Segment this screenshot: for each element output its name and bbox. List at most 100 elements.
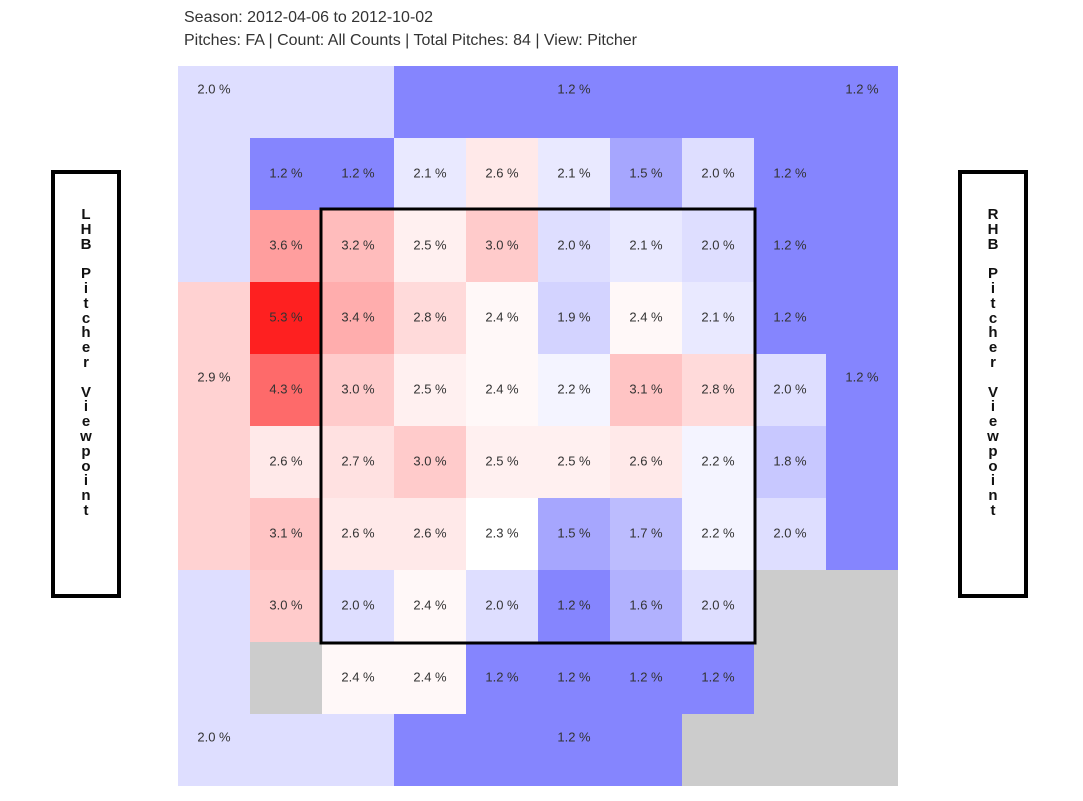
heatmap-value-r3-c1: 5.3 % [269,309,303,324]
heatmap-cell-r4-c3 [394,354,466,426]
heatmap-cell-r7-c6 [610,570,682,642]
heatmap-cell-r3-c5 [538,282,610,354]
outer-value-bottom-center: 1.2 % [557,729,591,744]
heatmap-value-r3-c5: 1.9 % [557,309,591,324]
heatmap-cell-r3-c6 [610,282,682,354]
heatmap-cell-r7-c4 [466,570,538,642]
heatmap-cell-r2-c6 [610,210,682,282]
heatmap-value-r7-c2: 2.0 % [341,597,375,612]
heatmap-value-r3-c6: 2.4 % [629,309,663,324]
heatmap-cell-r8-c4 [466,642,538,714]
outer-value-top-left: 2.0 % [197,81,231,96]
heatmap-value-r7-c1: 3.0 % [269,597,303,612]
heatmap-value-r4-c8: 2.0 % [773,381,807,396]
heatmap-cell-r1-c8 [754,138,826,210]
heatmap-cell-r8-c8 [754,642,826,714]
outer-region-bottom-left-part-0 [178,714,394,786]
heatmap-cell-r3-c1 [250,282,322,354]
heatmap-value-r1-c7: 2.0 % [701,165,735,180]
heatmap-cell-r2-c8 [754,210,826,282]
heatmap-cell-r7-c3 [394,570,466,642]
heatmap-value-r6-c7: 2.2 % [701,525,735,540]
outer-region-top-left-part-1 [178,138,250,282]
heatmap-value-r4-c3: 2.5 % [413,381,447,396]
heatmap-value-r4-c7: 2.8 % [701,381,735,396]
strike-zone-outline [319,207,757,645]
heatmap-value-r6-c8: 2.0 % [773,525,807,540]
heatmap-value-r2-c4: 3.0 % [485,237,519,252]
heatmap-value-r8-c6: 1.2 % [629,669,663,684]
heatmap-cell-r5-c1 [250,426,322,498]
heatmap-value-r3-c2: 3.4 % [341,309,375,324]
heatmap-value-r1-c4: 2.6 % [485,165,519,180]
heatmap-value-r2-c5: 2.0 % [557,237,591,252]
heatmap-value-r3-c3: 2.8 % [413,309,447,324]
heatmap-cell-r3-c8 [754,282,826,354]
heatmap-cell-r1-c6 [610,138,682,210]
heatmap-value-r5-c4: 2.5 % [485,453,519,468]
outer-region-bottom-right-part-0 [682,714,898,786]
heatmap-cell-r8-c5 [538,642,610,714]
heatmap-cell-r1-c3 [394,138,466,210]
heatmap-cell-r3-c3 [394,282,466,354]
heatmap-value-r5-c1: 2.6 % [269,453,303,468]
outer-region-middle-right-part-0 [826,354,898,570]
heatmap-value-r4-c1: 4.3 % [269,381,303,396]
heatmap-value-r8-c7: 1.2 % [701,669,735,684]
heatmap-value-r2-c3: 2.5 % [413,237,447,252]
outer-region-bottom-right-part-1 [826,570,898,714]
heatmap-cell-r7-c2 [322,570,394,642]
outer-region-bottom-center-part-0 [394,714,682,786]
outer-region-middle-left-part-0 [178,282,250,570]
outer-value-top-right: 1.2 % [845,81,879,96]
outer-value-middle-left: 2.9 % [197,369,231,384]
heatmap-value-r6-c4: 2.3 % [485,525,519,540]
heatmap-cell-r6-c6 [610,498,682,570]
heatmap-cell-r2-c7 [682,210,754,282]
heatmap-cell-r6-c1 [250,498,322,570]
heatmap-value-r4-c4: 2.4 % [485,381,519,396]
heatmap-value-r2-c2: 3.2 % [341,237,375,252]
chart-header: Season: 2012-04-06 to 2012-10-02 Pitches… [184,6,637,52]
heatmap-value-r1-c8: 1.2 % [773,165,807,180]
heatmap-value-r5-c6: 2.6 % [629,453,663,468]
heatmap-cell-r6-c4 [466,498,538,570]
heatmap-value-r6-c3: 2.6 % [413,525,447,540]
heatmap-value-r5-c7: 2.2 % [701,453,735,468]
heatmap-value-r7-c4: 2.0 % [485,597,519,612]
heatmap-cell-r1-c2 [322,138,394,210]
heatmap-cell-r8-c1 [250,642,322,714]
heatmap-cell-r2-c2 [322,210,394,282]
heatmap-cell-r5-c8 [754,426,826,498]
outer-region-top-center-part-0 [394,66,682,138]
heatmap-value-r7-c7: 2.0 % [701,597,735,612]
heatmap-value-r5-c8: 1.8 % [773,453,807,468]
heatmap-value-r2-c7: 2.0 % [701,237,735,252]
filter-summary: Pitches: FA | Count: All Counts | Total … [184,32,637,49]
heatmap-cell-r3-c4 [466,282,538,354]
heatmap-cell-r5-c5 [538,426,610,498]
heatmap-cell-r4-c2 [322,354,394,426]
heatmap-cell-r5-c6 [610,426,682,498]
heatmap-cell-r1-c7 [682,138,754,210]
heatmap-value-r5-c3: 3.0 % [413,453,447,468]
heatmap-cell-r2-c3 [394,210,466,282]
outer-region-bottom-left-part-1 [178,570,250,714]
heatmap-cell-r3-c7 [682,282,754,354]
heatmap-cell-r7-c1 [250,570,322,642]
outer-value-top-center: 1.2 % [557,81,591,96]
heatmap-cell-r6-c2 [322,498,394,570]
heatmap-cell-r6-c8 [754,498,826,570]
heatmap-cell-r6-c5 [538,498,610,570]
heatmap-cell-r8-c3 [394,642,466,714]
heatmap-value-r3-c7: 2.1 % [701,309,735,324]
heatmap-cell-r4-c8 [754,354,826,426]
heatmap-value-r8-c3: 2.4 % [413,669,447,684]
outer-region-top-right-part-0 [682,66,898,138]
heatmap-value-r8-c5: 1.2 % [557,669,591,684]
heatmap-value-r3-c8: 1.2 % [773,309,807,324]
heatmap-cell-r4-c6 [610,354,682,426]
season-range: Season: 2012-04-06 to 2012-10-02 [184,9,434,26]
